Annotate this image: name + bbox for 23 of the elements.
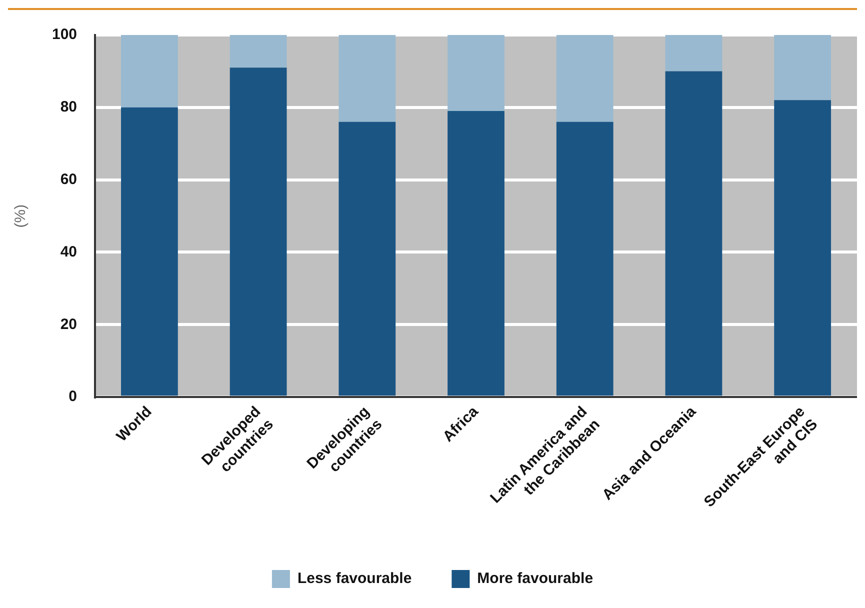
bar: [121, 107, 178, 396]
bar: [665, 35, 722, 72]
legend-label: More favourable: [477, 570, 594, 588]
bar: [121, 35, 178, 108]
y-tick-label: 60: [60, 170, 78, 188]
bar: [230, 35, 287, 68]
bar: [774, 100, 832, 396]
bar: [556, 122, 614, 396]
y-axis-title: (%): [12, 204, 30, 228]
bar: [448, 111, 504, 396]
y-tick-label: 100: [52, 26, 78, 44]
bar: [556, 35, 614, 122]
y-tick-label: 40: [60, 243, 78, 260]
legend-label: Less favourable: [297, 570, 412, 588]
bar: [774, 35, 832, 100]
bar: [338, 122, 396, 396]
bar: [665, 71, 722, 396]
bar: [448, 35, 504, 112]
bar: [230, 68, 287, 396]
y-tick-label: 80: [60, 98, 78, 116]
bar: [338, 35, 396, 122]
y-tick-label: 20: [60, 316, 78, 333]
y-tick-label: 0: [68, 388, 78, 406]
